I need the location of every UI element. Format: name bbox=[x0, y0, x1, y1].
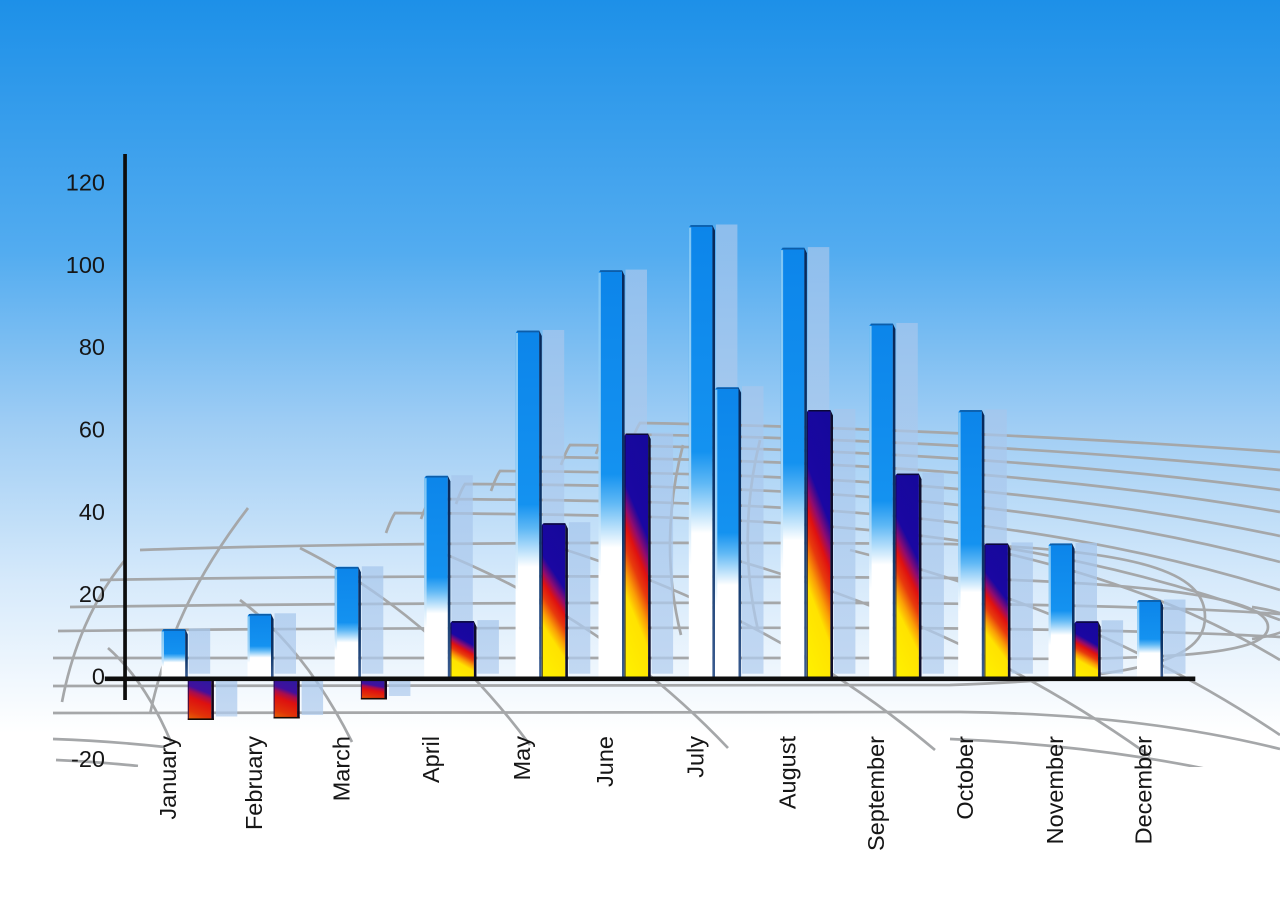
svg-text:-20: -20 bbox=[71, 746, 105, 772]
svg-text:20: 20 bbox=[79, 581, 105, 607]
svg-text:May: May bbox=[509, 736, 535, 781]
svg-text:80: 80 bbox=[79, 334, 105, 360]
svg-text:60: 60 bbox=[79, 417, 105, 443]
svg-text:March: March bbox=[328, 736, 354, 801]
svg-text:August: August bbox=[774, 736, 800, 810]
svg-text:June: June bbox=[592, 736, 618, 787]
svg-text:October: October bbox=[952, 736, 978, 820]
svg-text:April: April bbox=[418, 736, 444, 783]
svg-text:November: November bbox=[1042, 736, 1068, 845]
svg-text:100: 100 bbox=[66, 252, 105, 278]
svg-text:120: 120 bbox=[66, 170, 105, 196]
svg-text:January: January bbox=[155, 736, 181, 820]
svg-text:December: December bbox=[1131, 736, 1157, 845]
svg-text:40: 40 bbox=[79, 499, 105, 525]
svg-text:0: 0 bbox=[92, 664, 105, 690]
svg-text:February: February bbox=[241, 736, 267, 830]
svg-text:September: September bbox=[863, 736, 889, 851]
svg-text:July: July bbox=[682, 736, 708, 778]
